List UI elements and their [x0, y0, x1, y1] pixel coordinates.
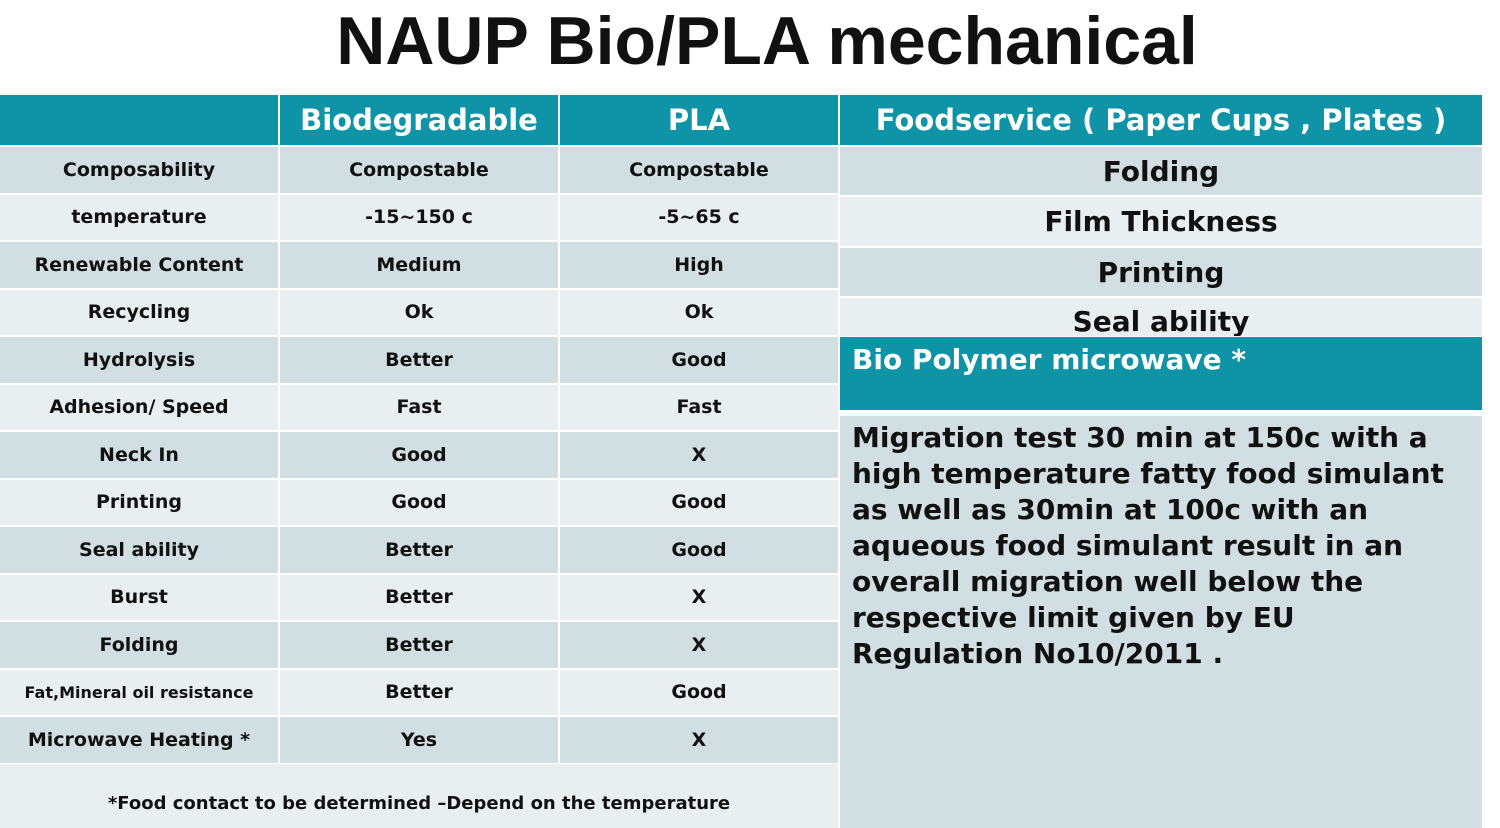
- table-cell: Good: [560, 479, 838, 525]
- table-cell: X: [560, 432, 838, 478]
- table-cell: Fast: [280, 384, 558, 430]
- row-label: Composability: [0, 147, 278, 193]
- table-cell: -15~150 c: [280, 194, 558, 240]
- table-cell: -5~65 c: [560, 194, 838, 240]
- table-cell: High: [560, 242, 838, 288]
- row-label: Neck In: [0, 432, 278, 478]
- table-cell: X: [560, 717, 838, 763]
- table-cell: Fast: [560, 384, 838, 430]
- column-header: Biodegradable: [280, 95, 558, 145]
- table-cell: Compostable: [560, 147, 838, 193]
- row-label: temperature: [0, 194, 278, 240]
- row-label: Renewable Content: [0, 242, 278, 288]
- page-title: NAUP Bio/PLA mechanical: [336, 3, 1198, 79]
- migration-text: Migration test 30 min at 150c with a hig…: [840, 416, 1482, 828]
- table-cell: Good: [280, 432, 558, 478]
- section-title: Bio Polymer microwave *: [840, 337, 1482, 410]
- table-cell: Good: [560, 527, 838, 573]
- table-cell: Better: [280, 669, 558, 715]
- table-cell: Good: [560, 337, 838, 383]
- table-cell: Better: [280, 574, 558, 620]
- row-label: Seal ability: [0, 527, 278, 573]
- foodservice-header: Foodservice ( Paper Cups , Plates ): [840, 95, 1482, 145]
- table-cell: X: [560, 574, 838, 620]
- row-label: Folding: [0, 622, 278, 668]
- row-label: Microwave Heating *: [0, 717, 278, 763]
- table-cell: Yes: [280, 717, 558, 763]
- footnote: *Food contact to be determined –Depend o…: [0, 764, 838, 828]
- table-cell: Ok: [280, 289, 558, 335]
- table-cell: Good: [280, 479, 558, 525]
- foodservice-item: Printing: [840, 248, 1482, 296]
- table-cell: Better: [280, 527, 558, 573]
- table-cell: Medium: [280, 242, 558, 288]
- table-cell: Compostable: [280, 147, 558, 193]
- row-label: Recycling: [0, 289, 278, 335]
- row-label: Burst: [0, 574, 278, 620]
- table-cell: Good: [560, 669, 838, 715]
- row-label: Printing: [0, 479, 278, 525]
- row-label: Adhesion/ Speed: [0, 384, 278, 430]
- column-header: [0, 95, 278, 145]
- table-cell: X: [560, 622, 838, 668]
- table-cell: Better: [280, 622, 558, 668]
- row-label: Hydrolysis: [0, 337, 278, 383]
- table-cell: Better: [280, 337, 558, 383]
- foodservice-item: Seal ability: [840, 298, 1482, 336]
- foodservice-item: Folding: [840, 147, 1482, 195]
- column-header: PLA: [560, 95, 838, 145]
- row-label: Fat,Mineral oil resistance: [0, 669, 278, 715]
- foodservice-item: Film Thickness: [840, 197, 1482, 246]
- table-cell: Ok: [560, 289, 838, 335]
